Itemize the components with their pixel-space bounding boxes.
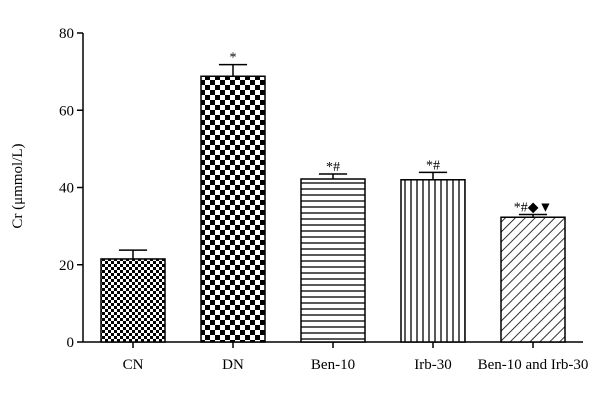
bar <box>100 258 166 343</box>
bar <box>200 75 266 343</box>
x-tick-label: DN <box>222 357 244 373</box>
x-tick-label: Irb-30 <box>414 357 452 373</box>
x-tick-label: Ben-10 <box>311 357 355 373</box>
y-tick-label: 80 <box>59 26 74 42</box>
significance-label: * <box>230 51 237 66</box>
significance-label: *# <box>326 160 340 175</box>
bar <box>300 178 366 343</box>
x-tick-label: CN <box>123 357 144 373</box>
y-tick-label: 60 <box>59 103 74 119</box>
y-axis-label: Cr (μmmol/L) <box>10 143 26 228</box>
bar <box>500 216 566 343</box>
bars <box>100 63 566 343</box>
significance-label: *# <box>426 158 440 173</box>
bar <box>400 179 466 343</box>
y-tick-label: 0 <box>67 335 75 351</box>
x-tick-label: Ben-10 and Irb-30 <box>478 357 589 373</box>
labels: CN DN * Ben-10 *# Irb-30 *# Ben-10 and Irb-30 *#… <box>123 51 589 373</box>
y-tick-label: 40 <box>59 181 74 197</box>
significance-label: *#◆▼ <box>514 201 553 216</box>
y-tick-label: 20 <box>59 258 74 274</box>
